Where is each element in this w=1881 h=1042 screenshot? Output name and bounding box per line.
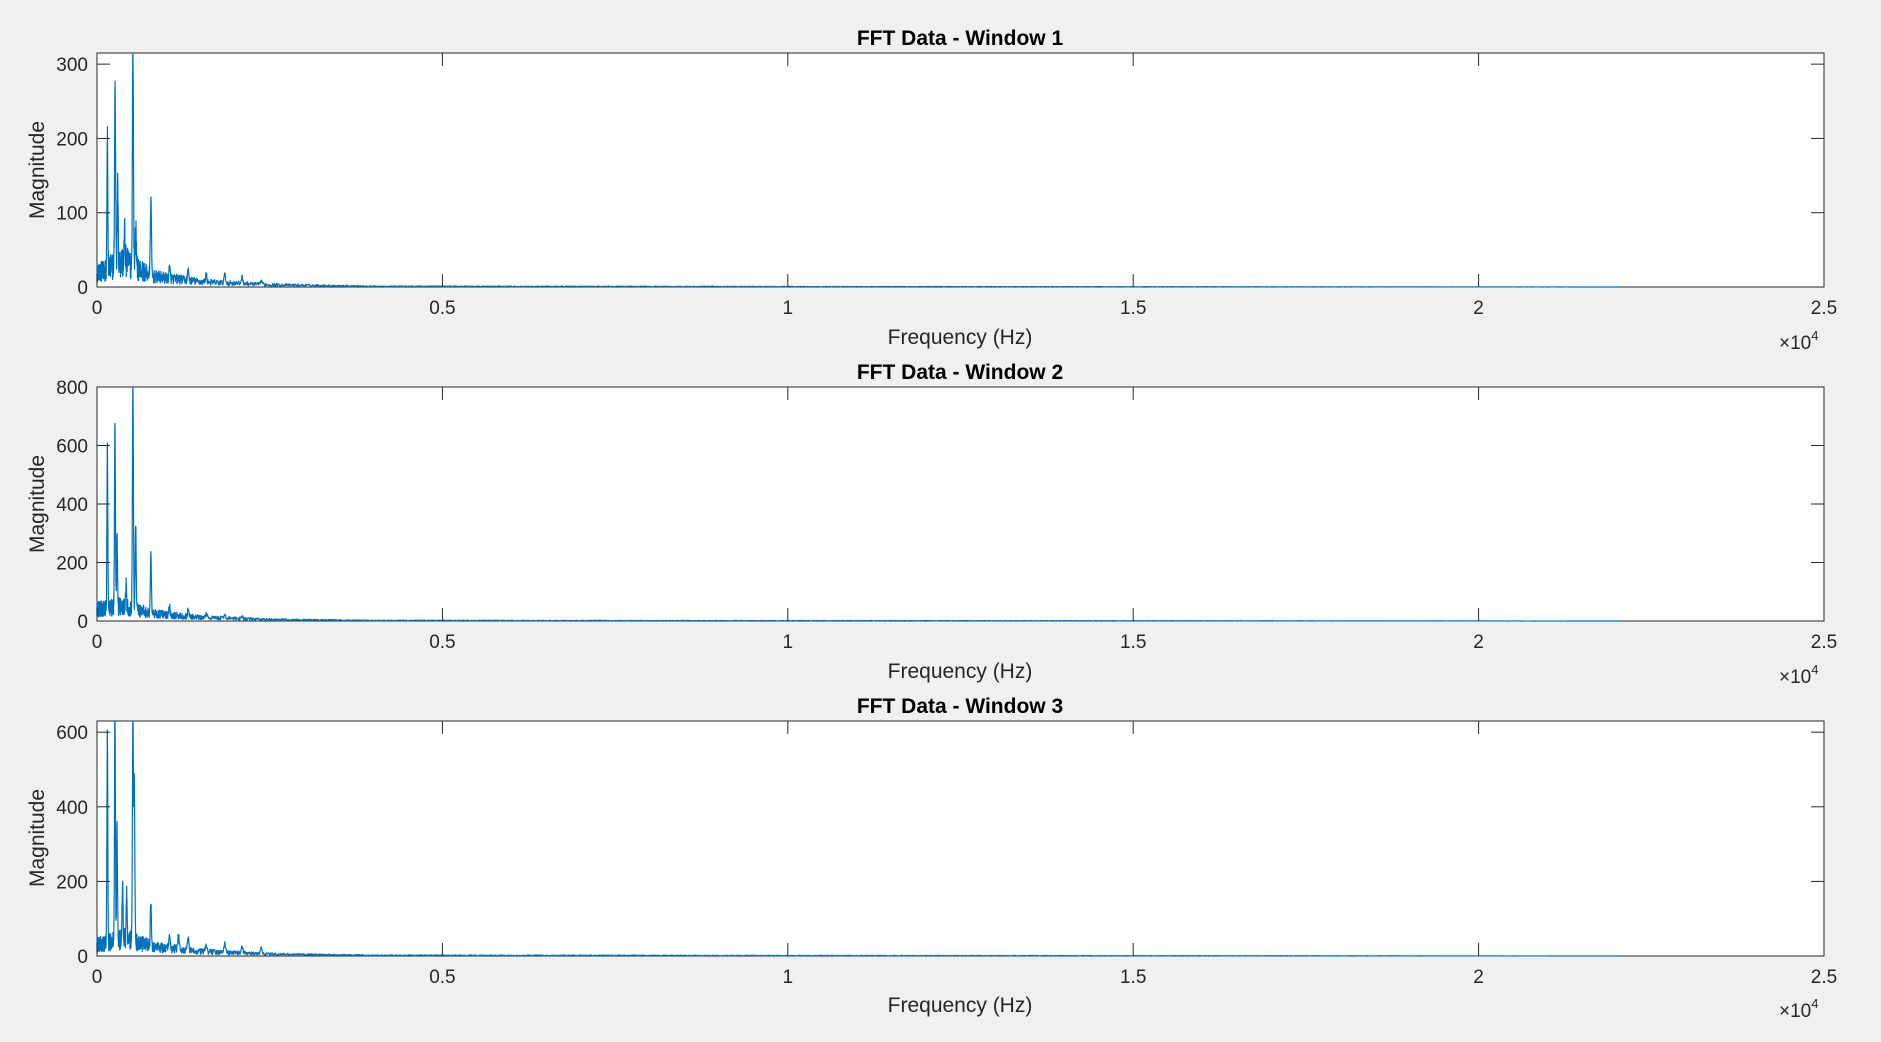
x-tick-label: 0.5 bbox=[429, 632, 455, 653]
plot-area bbox=[96, 386, 1825, 622]
y-axis-label: Magnitude bbox=[26, 455, 49, 553]
subplot-2: 0 0.5 1 1.5 2 2.5 0 200 400 600 800 FFT Data - Win… bbox=[26, 361, 1837, 688]
trace-layer bbox=[96, 720, 1621, 957]
x-tick-label: 0 bbox=[92, 632, 103, 653]
subplot-1: 0 0.5 1 1.5 2 2.5 0 100 200 300 FFT Data - Window… bbox=[26, 27, 1837, 354]
x-tick-label: 1 bbox=[783, 967, 794, 988]
trace-layer bbox=[96, 386, 1621, 622]
x-exponent-base: ×10 bbox=[1779, 667, 1811, 688]
x-axis-label: Frequency (Hz) bbox=[888, 994, 1033, 1017]
x-exponent-label: ×104 bbox=[1779, 328, 1818, 354]
trace-layer bbox=[96, 52, 1621, 288]
y-tick-label: 600 bbox=[56, 723, 88, 744]
x-axis-label: Frequency (Hz) bbox=[888, 326, 1033, 349]
x-tick-label: 2 bbox=[1473, 298, 1484, 319]
x-tick-label: 1 bbox=[783, 632, 794, 653]
plot-area bbox=[96, 720, 1825, 957]
x-tick-label: 1.5 bbox=[1120, 632, 1146, 653]
y-tick-label: 200 bbox=[56, 129, 88, 150]
series-line bbox=[96, 52, 1621, 288]
series-line bbox=[96, 720, 1621, 957]
y-tick-label: 300 bbox=[56, 55, 88, 76]
x-tick-label: 2 bbox=[1473, 967, 1484, 988]
x-exponent-label: ×104 bbox=[1779, 662, 1818, 688]
x-tick-label: 1 bbox=[783, 298, 794, 319]
ticks-layer: 0 0.5 1 1.5 2 2.5 0 200 400 600 800 bbox=[56, 378, 1837, 653]
x-tick-label: 2 bbox=[1473, 632, 1484, 653]
ticks-layer: 0 0.5 1 1.5 2 2.5 0 100 200 300 bbox=[56, 53, 1837, 319]
x-tick-label: 1.5 bbox=[1120, 967, 1146, 988]
y-tick-label: 200 bbox=[56, 554, 88, 575]
y-tick-label: 600 bbox=[56, 437, 88, 458]
x-tick-label: 0 bbox=[92, 298, 103, 319]
x-exponent-base: ×10 bbox=[1779, 1001, 1811, 1022]
x-axis-label: Frequency (Hz) bbox=[888, 660, 1033, 683]
y-tick-label: 0 bbox=[77, 278, 88, 299]
y-tick-label: 800 bbox=[56, 378, 88, 399]
x-tick-label: 0.5 bbox=[429, 967, 455, 988]
y-tick-label: 400 bbox=[56, 798, 88, 819]
x-tick-label: 0 bbox=[92, 967, 103, 988]
chart-title: FFT Data - Window 3 bbox=[857, 695, 1063, 718]
y-tick-label: 100 bbox=[56, 204, 88, 225]
y-tick-label: 0 bbox=[77, 612, 88, 633]
x-exponent-label: ×104 bbox=[1779, 996, 1818, 1022]
y-tick-label: 400 bbox=[56, 495, 88, 516]
y-tick-label: 200 bbox=[56, 872, 88, 893]
x-exponent-power: 4 bbox=[1811, 662, 1818, 677]
y-tick-label: 0 bbox=[77, 947, 88, 968]
x-exponent-base: ×10 bbox=[1779, 333, 1811, 354]
x-tick-label: 2.5 bbox=[1811, 298, 1837, 319]
x-exponent-power: 4 bbox=[1811, 996, 1818, 1011]
chart-title: FFT Data - Window 2 bbox=[857, 361, 1063, 384]
series-line bbox=[96, 386, 1621, 622]
y-axis-label: Magnitude bbox=[26, 789, 49, 887]
x-tick-label: 2.5 bbox=[1811, 632, 1837, 653]
plot-area bbox=[96, 52, 1825, 288]
chart-title: FFT Data - Window 1 bbox=[857, 27, 1064, 50]
ticks-layer: 0 0.5 1 1.5 2 2.5 0 200 400 600 bbox=[56, 721, 1837, 988]
x-exponent-power: 4 bbox=[1811, 328, 1818, 343]
x-tick-label: 0.5 bbox=[429, 298, 455, 319]
x-tick-label: 2.5 bbox=[1811, 967, 1837, 988]
subplot-3: 0 0.5 1 1.5 2 2.5 0 200 400 600 FFT Data - Window… bbox=[26, 695, 1837, 1022]
x-tick-label: 1.5 bbox=[1120, 298, 1146, 319]
y-axis-label: Magnitude bbox=[26, 121, 49, 219]
